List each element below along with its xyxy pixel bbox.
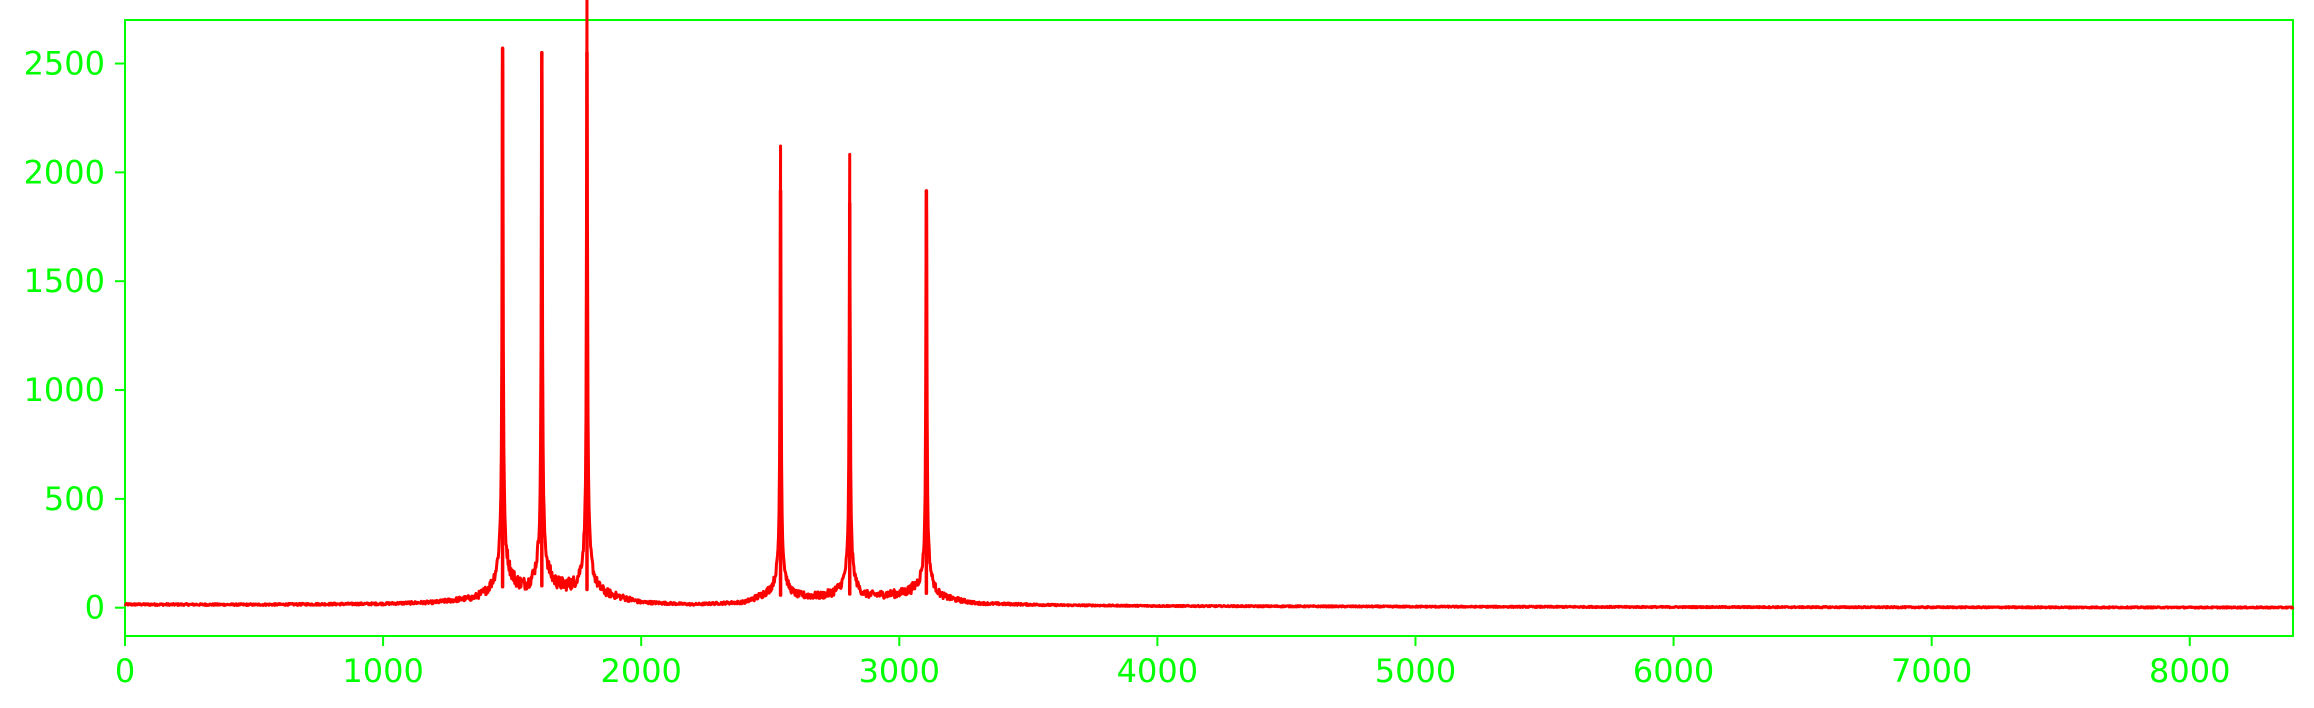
plot-layer [123,0,2295,610]
x-tick-label: 4000 [1117,652,1198,690]
x-tick-label: 7000 [1891,652,1972,690]
x-tick-label: 5000 [1375,652,1456,690]
y-tick-label: 1000 [24,371,105,409]
y-tick-label: 2500 [24,45,105,83]
x-tick-label: 8000 [2149,652,2230,690]
axes-layer [124,19,2294,637]
y-tick-label: 0 [85,589,105,627]
tick-layer: 0 1000 2000 3000 4000 5000 6000 7000 8000 0 500 100… [24,45,2231,690]
y-tick-label: 1500 [24,262,105,300]
y-tick-label: 500 [44,480,105,518]
x-tick-label: 1000 [342,652,423,690]
x-tick-label: 3000 [859,652,940,690]
spectrum-series-line [123,0,2295,610]
x-tick-label: 6000 [1633,652,1714,690]
x-tick-label: 0 [115,652,135,690]
x-tick-label: 2000 [600,652,681,690]
plot-frame [124,19,2294,637]
y-tick-label: 2000 [24,153,105,191]
